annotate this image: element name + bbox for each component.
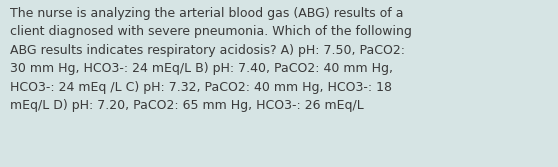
Text: The nurse is analyzing the arterial blood gas (ABG) results of a
client diagnose: The nurse is analyzing the arterial bloo… [10, 7, 412, 112]
